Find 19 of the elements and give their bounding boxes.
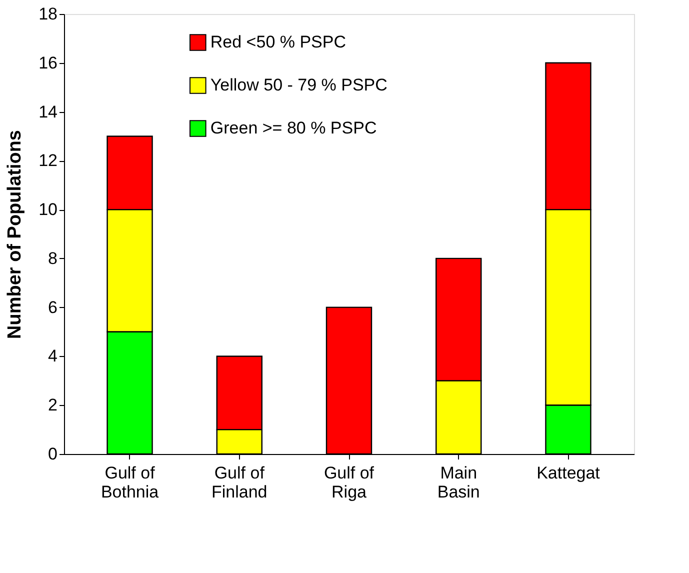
legend-label: Yellow 50 - 79 % PSPC xyxy=(210,76,388,94)
x-tick-label: Main Basin xyxy=(437,464,480,502)
y-tick-label: 8 xyxy=(48,248,58,268)
y-tick-label: 14 xyxy=(38,102,58,122)
legend-label: Red <50 % PSPC xyxy=(210,32,346,52)
x-tick-label: Gulf of Finland xyxy=(212,464,268,502)
y-tick-label: 6 xyxy=(48,298,58,317)
x-tick-label: Gulf of Riga xyxy=(324,464,374,502)
y-axis-title: Number of Populations xyxy=(4,130,26,339)
legend-label: Green >= 80 % PSPC xyxy=(210,118,377,138)
x-tick-label: Gulf of Bothnia xyxy=(100,464,160,502)
y-tick-label: 0 xyxy=(48,444,58,464)
y-tick-label: 16 xyxy=(38,53,58,72)
y-tick-label: 12 xyxy=(38,151,58,170)
x-tick-label: Kattegat xyxy=(536,464,600,482)
y-tick-label: 2 xyxy=(48,396,58,415)
y-tick-label: 4 xyxy=(48,346,58,366)
y-tick-label: 10 xyxy=(38,200,58,220)
y-tick-label: 18 xyxy=(38,4,58,24)
